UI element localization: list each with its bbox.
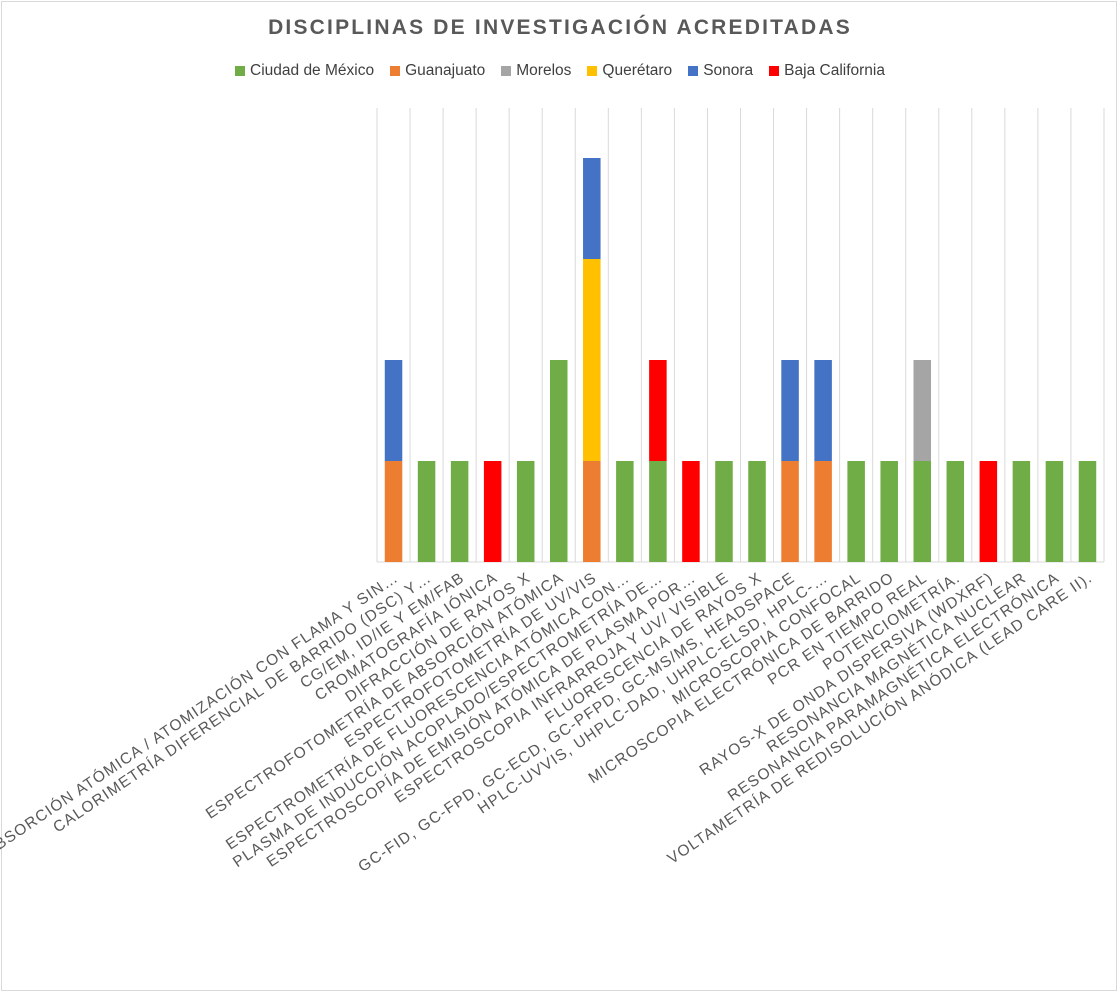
bar-segment bbox=[682, 461, 700, 562]
bar-segment bbox=[384, 461, 403, 562]
legend-swatch bbox=[235, 66, 246, 76]
bar-segment bbox=[946, 461, 965, 562]
legend-label: Guanajuato bbox=[405, 62, 486, 79]
bar-segment bbox=[979, 461, 998, 562]
legend-swatch bbox=[688, 66, 699, 76]
legend: Ciudad de México Guanajuato Morelos Queréta… bbox=[0, 62, 1120, 80]
bar-segment bbox=[814, 461, 832, 562]
bar-segment bbox=[549, 360, 568, 562]
bar-segment bbox=[913, 360, 932, 461]
bar-segment bbox=[483, 461, 502, 562]
bar-segment bbox=[781, 461, 799, 562]
bar-segment bbox=[649, 461, 667, 562]
legend-label: Baja California bbox=[784, 62, 885, 79]
bar-segment bbox=[715, 461, 733, 562]
bar-segment bbox=[384, 360, 403, 461]
bar-segment bbox=[583, 158, 601, 259]
legend-item: Ciudad de México bbox=[235, 62, 374, 80]
legend-item: Querétaro bbox=[587, 62, 672, 80]
bar-segment bbox=[814, 360, 832, 461]
legend-item: Guanajuato bbox=[390, 62, 485, 80]
legend-swatch bbox=[390, 66, 401, 76]
legend-item: Baja California bbox=[769, 62, 885, 80]
legend-label: Querétaro bbox=[602, 62, 673, 79]
legend-swatch bbox=[769, 66, 780, 76]
bar-segment bbox=[649, 360, 667, 461]
bar-segment bbox=[583, 259, 601, 461]
legend-label: Sonora bbox=[703, 62, 754, 79]
bar-segment bbox=[913, 461, 932, 562]
bar-segment bbox=[417, 461, 436, 562]
legend-item: Sonora bbox=[688, 62, 753, 80]
bar-segment bbox=[616, 461, 634, 562]
legend-label: Morelos bbox=[516, 62, 572, 79]
bar-segment bbox=[1012, 461, 1031, 562]
bar-segment bbox=[450, 461, 469, 562]
bar-segment bbox=[1078, 461, 1097, 562]
bar-segment bbox=[781, 360, 799, 461]
bar-segment bbox=[847, 461, 865, 562]
legend-label: Ciudad de México bbox=[250, 62, 375, 79]
legend-item: Morelos bbox=[501, 62, 571, 80]
legend-swatch bbox=[501, 66, 512, 76]
bar-segment bbox=[1045, 461, 1064, 562]
bar-segment bbox=[583, 461, 601, 562]
legend-swatch bbox=[587, 66, 598, 76]
bar-segment bbox=[748, 461, 766, 562]
bar-segment bbox=[516, 461, 535, 562]
bar-segment bbox=[880, 461, 898, 562]
chart-title: DISCIPLINAS DE INVESTIGACIÓN ACREDITADAS bbox=[268, 16, 852, 39]
